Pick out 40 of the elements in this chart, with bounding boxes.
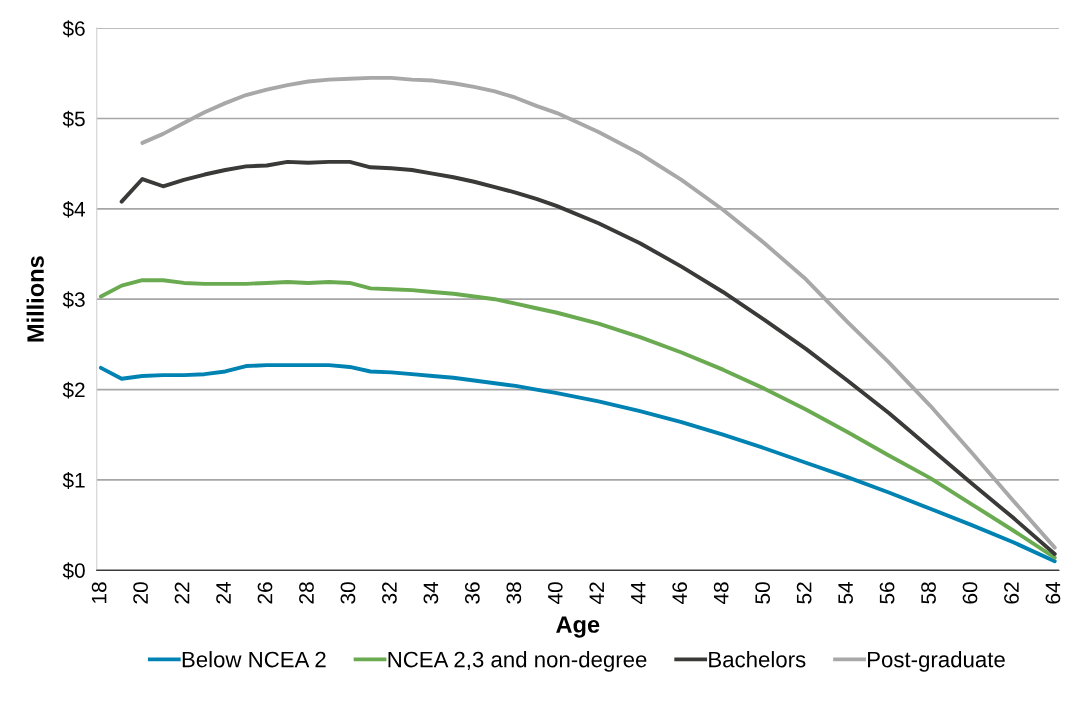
- x-tick-label: 56: [879, 582, 895, 604]
- x-tick-label: 30: [340, 582, 356, 604]
- y-tick-label: $5: [62, 110, 85, 128]
- line-series: [98, 363, 1057, 564]
- x-tick-label: 32: [382, 582, 397, 604]
- x-tick-label: 26: [257, 582, 273, 604]
- legend-label: NCEA 2,3 and non-degree: [388, 651, 647, 672]
- y-axis-title: Millions: [26, 256, 44, 342]
- x-tick-label: 38: [506, 582, 522, 604]
- x-tick-label: 62: [1004, 582, 1019, 604]
- x-tick-label: 42: [589, 582, 604, 605]
- x-tick-label: 34: [423, 581, 439, 604]
- legend-label: Below NCEA 2: [182, 651, 326, 668]
- x-tick-label: 22: [174, 582, 190, 604]
- x-tick-label: 48: [713, 582, 729, 605]
- y-tick-label: $0: [62, 562, 85, 580]
- y-tick-label: $2: [62, 381, 85, 399]
- x-tick-label: 20: [133, 582, 148, 604]
- x-tick-label: 40: [547, 582, 563, 605]
- legend-label: Post-graduate: [868, 651, 1005, 672]
- y-tick-label: $3: [62, 291, 85, 309]
- x-tick-label: 54: [838, 581, 853, 604]
- x-tick-label: 60: [962, 582, 978, 604]
- line-series: [98, 278, 1057, 560]
- y-tick-label: $4: [62, 200, 86, 218]
- x-tick-label: 50: [755, 582, 771, 604]
- x-tick-label: 58: [921, 582, 936, 604]
- x-tick-label: 28: [299, 582, 314, 604]
- x-tick-label: 44: [631, 581, 646, 605]
- y-tick-label: $6: [62, 20, 85, 38]
- x-tick-label: 18: [91, 582, 107, 603]
- line-series: [119, 159, 1057, 556]
- legend-label: Bachelors: [709, 651, 806, 668]
- y-tick-label: $1: [62, 472, 85, 489]
- x-tick-label: 64: [1045, 581, 1061, 604]
- x-tick-label: 52: [796, 582, 812, 604]
- x-tick-label: 24: [216, 581, 231, 604]
- x-axis-title: Age: [556, 616, 600, 638]
- x-tick-label: 46: [672, 582, 688, 605]
- x-tick-label: 36: [464, 582, 480, 604]
